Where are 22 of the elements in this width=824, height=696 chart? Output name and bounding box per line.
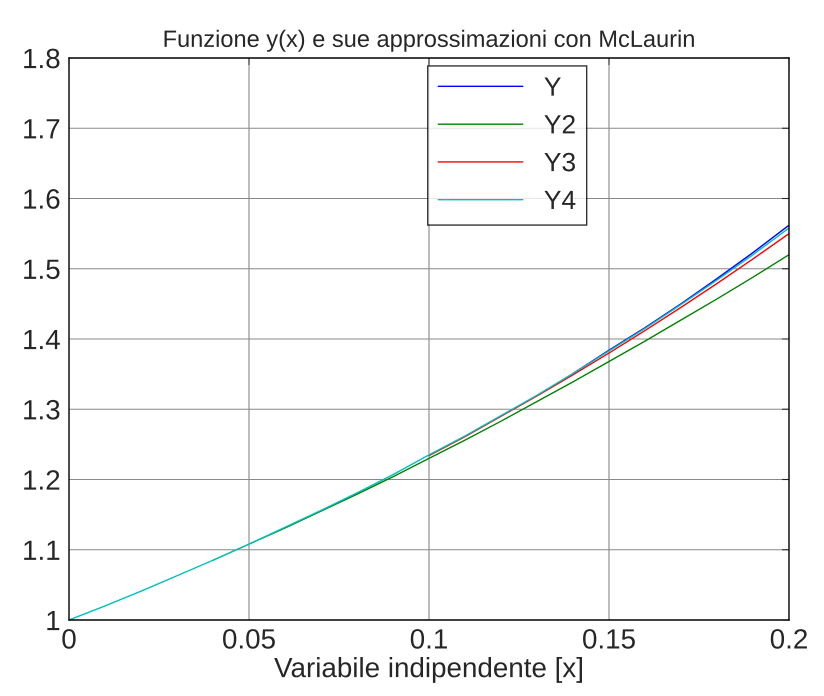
x-tick-label: 0 <box>62 629 76 649</box>
line-series <box>428 232 789 456</box>
y-tick-label: 1 <box>47 610 60 630</box>
x-tick-label: 0.1 <box>410 629 447 649</box>
x-tick-label: 0.05 <box>223 629 275 649</box>
line-series <box>572 224 789 374</box>
y-tick-label: 1.2 <box>24 470 60 490</box>
y-tick-label: 1.8 <box>24 48 60 68</box>
x-tick-label: 0.2 <box>770 629 807 649</box>
chart-title: Funzione y(x) e sue approssimazioni con McLaurin <box>164 30 694 52</box>
legend-label: Y4 <box>544 190 576 209</box>
legend-label: Y3 <box>544 152 575 172</box>
legend-label: Y <box>544 77 561 96</box>
y-tick-label: 1.1 <box>24 540 60 560</box>
y-tick-label: 1.3 <box>24 400 60 420</box>
x-axis-title: Variabile indipendente [x] <box>274 657 582 683</box>
y-tick-label: 1.4 <box>24 330 60 350</box>
x-tick-label: 0.15 <box>583 629 635 649</box>
y-tick-label: 1.7 <box>24 119 60 138</box>
legend-label: Y2 <box>544 114 575 134</box>
y-tick-label: 1.6 <box>24 189 60 209</box>
y-tick-label: 1.5 <box>24 260 60 280</box>
